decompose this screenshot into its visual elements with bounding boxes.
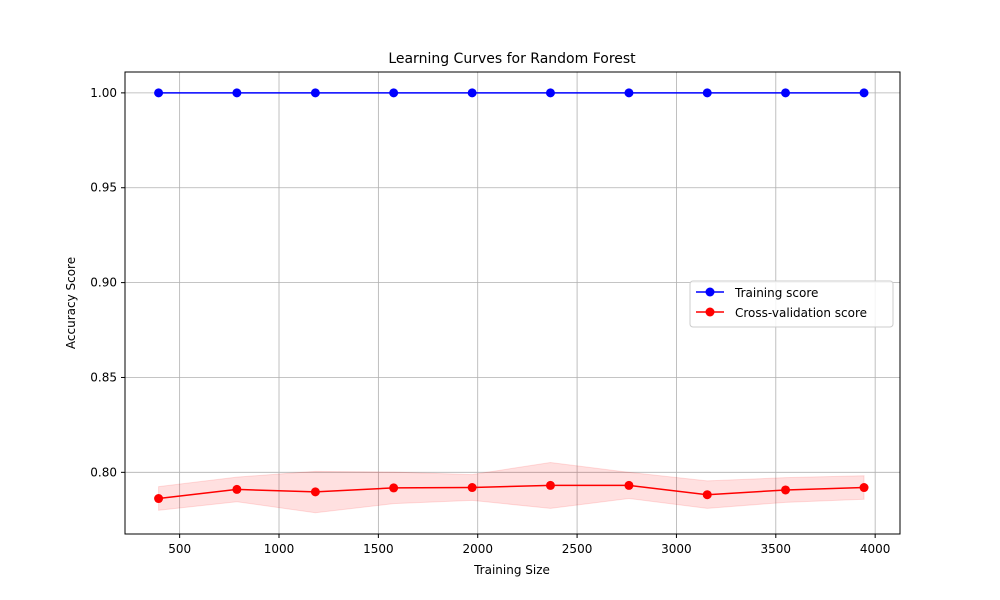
series-line-1: [158, 484, 865, 500]
plot-frame: [124, 71, 901, 535]
x-tick-label: 2500: [562, 542, 593, 556]
legend-marker-training: [705, 287, 715, 297]
x-axis-ticks: 500 1000 1500 2000 2500 3000 3500 4000: [168, 534, 890, 556]
series-1-point: [389, 483, 399, 493]
x-tick-label: 3000: [661, 542, 692, 556]
y-tick-label: 0.95: [90, 181, 117, 195]
series-0-point: [310, 88, 320, 98]
series-1-point: [467, 483, 477, 493]
x-tick-label: 2000: [462, 542, 493, 556]
chart-title: Learning Curves for Random Forest: [388, 51, 636, 67]
x-tick-label: 3500: [761, 542, 792, 556]
confidence-band: [158, 461, 865, 514]
series-1-point: [702, 490, 712, 500]
series-0-point: [702, 88, 712, 98]
y-axis-ticks: 0.80 0.85 0.90 0.95 1.00: [90, 86, 125, 479]
y-tick-label: 0.80: [90, 465, 117, 479]
series-1-point: [545, 480, 555, 490]
x-tick-label: 500: [168, 542, 191, 556]
y-tick-label: 0.90: [90, 276, 117, 290]
series-0-point: [232, 88, 242, 98]
series-0-point: [781, 88, 791, 98]
x-axis-label: Training Size: [473, 563, 550, 577]
x-tick-label: 4000: [860, 542, 891, 556]
series-0-point: [389, 88, 399, 98]
x-tick-label: 1000: [264, 542, 295, 556]
series-0-point: [859, 88, 869, 98]
series-0-point: [545, 88, 555, 98]
series-0-point: [624, 88, 634, 98]
cv-score-band: [158, 461, 865, 514]
x-tick-label: 1500: [363, 542, 394, 556]
legend-marker-cv: [705, 307, 715, 317]
series-lines: [158, 92, 865, 500]
y-axis-label: Accuracy Score: [64, 257, 78, 349]
series-1-point: [310, 487, 320, 497]
series-1-point: [154, 494, 164, 504]
series-1-point: [781, 485, 791, 495]
legend-box: [689, 280, 894, 328]
series-0-point: [467, 88, 477, 98]
series-0-point: [154, 88, 164, 98]
y-tick-label: 1.00: [90, 86, 117, 100]
series-1-point: [624, 480, 634, 490]
legend-label-training: Training score: [734, 286, 818, 300]
series-1-point: [859, 483, 869, 493]
series-points: [154, 88, 869, 504]
series-1-point: [232, 484, 242, 494]
legend: Training score Cross-validation score: [689, 280, 894, 328]
legend-label-cv: Cross-validation score: [735, 306, 867, 320]
y-tick-label: 0.85: [90, 370, 117, 384]
